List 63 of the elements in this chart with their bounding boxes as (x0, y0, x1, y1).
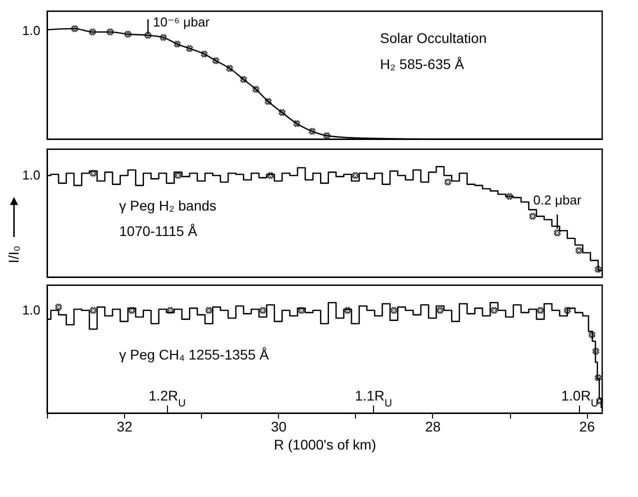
point (259, 306, 266, 314)
x2-tick-label: 1.2R$_{U}$ (148, 388, 186, 410)
point (490, 306, 498, 314)
x-tick-label: 32 (116, 418, 133, 434)
annotation: H₂ 585-635 Å (380, 56, 465, 72)
point (554, 229, 561, 236)
point (594, 374, 602, 382)
point (298, 306, 305, 314)
point (267, 172, 274, 179)
point (226, 64, 234, 72)
x2-tick-label: 1.0R$_{U}$ (561, 388, 598, 410)
point (506, 193, 513, 200)
point (144, 32, 152, 39)
point (89, 28, 96, 36)
point (240, 76, 247, 83)
point (166, 306, 174, 314)
point (352, 172, 359, 179)
point (444, 178, 452, 186)
point (575, 247, 582, 254)
point (128, 306, 136, 314)
point (174, 40, 181, 48)
point (323, 132, 330, 140)
point (200, 50, 208, 58)
x-axis-title: R (1000's of km) (274, 436, 376, 452)
x2-tick-label: 1.1R$_{U}$ (354, 388, 392, 410)
annotation: 10⁻⁶ μbar (152, 14, 210, 30)
point (186, 45, 194, 52)
point (293, 120, 300, 127)
text: 1.0 (22, 22, 40, 38)
annotation: Solar Occultation (380, 30, 487, 46)
point (594, 266, 602, 273)
y-axis-title: I/I₀ (6, 246, 22, 264)
point (252, 86, 260, 93)
text: 1.0 (22, 167, 40, 182)
point (90, 306, 97, 314)
point (278, 109, 286, 116)
point (212, 57, 220, 64)
point (592, 348, 600, 355)
point (90, 170, 97, 177)
point (71, 25, 78, 32)
annotation: 0.2 μbar (533, 192, 582, 208)
point (564, 306, 571, 314)
point (106, 28, 114, 36)
point (124, 30, 132, 38)
point (529, 212, 536, 220)
point (536, 306, 544, 314)
x-tick-label: 30 (270, 418, 287, 434)
annotation: 1070-1115 Å (119, 223, 198, 240)
x-tick-label: 28 (425, 418, 441, 434)
point (588, 331, 596, 338)
text: 1.0 (22, 302, 40, 318)
point (308, 128, 316, 135)
point (264, 98, 272, 105)
point (436, 306, 444, 314)
point (174, 172, 182, 179)
point (205, 306, 212, 314)
annotation: γ Peg CH₄ 1255-1355 Å (119, 346, 270, 362)
point (344, 306, 352, 314)
annotation: γ Peg H₂ bands (119, 198, 216, 214)
point (55, 304, 62, 310)
point (160, 34, 167, 41)
point (390, 306, 398, 314)
x-tick-label: 26 (579, 418, 596, 434)
